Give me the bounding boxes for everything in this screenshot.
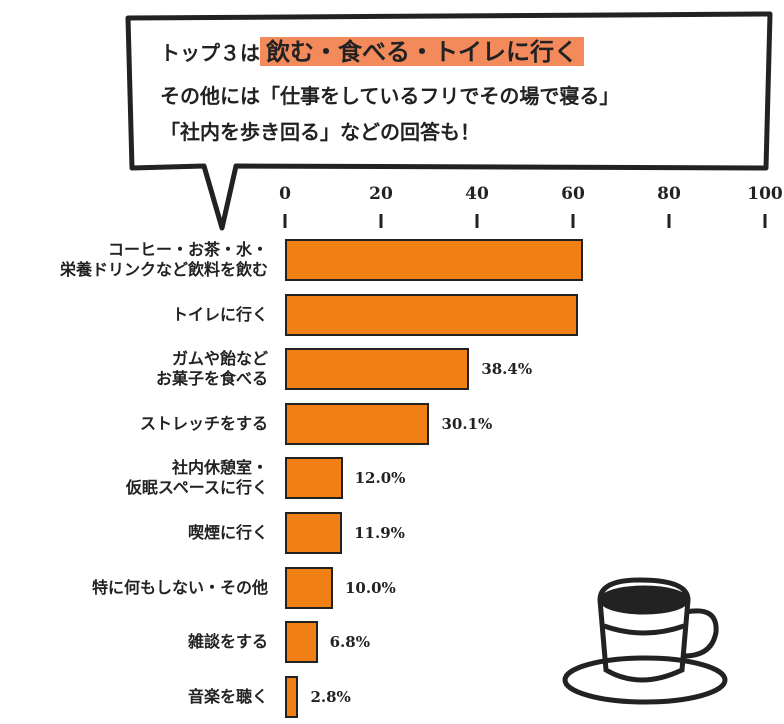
category-label: トイレに行く [171, 304, 268, 324]
bubble-text: 「社内を歩き回る」などの回答も！ [160, 120, 480, 144]
bar [285, 512, 343, 554]
bubble-highlight: 飲む・食べる・トイレに行く [260, 37, 584, 66]
category-label: コーヒー・お茶・水・ 栄養ドリンクなど飲料を飲む [59, 240, 268, 279]
coffee-cup-icon [562, 577, 728, 705]
value-label: 11.9% [354, 524, 405, 542]
category-label: 雑談をする [187, 632, 268, 652]
bar [285, 457, 343, 500]
x-tick-label: 40 [465, 184, 489, 204]
value-label: 2.8% [310, 687, 351, 706]
category-label: 音楽を聴く [187, 686, 268, 706]
category-label: 特に何もしない・その他 [91, 577, 268, 597]
bar [285, 566, 333, 609]
value-label: 30.1% [441, 414, 493, 433]
category-label: 喫煙に行く [187, 523, 268, 542]
value-label: 38.4% [481, 360, 533, 379]
bar [285, 239, 584, 281]
bubble-text: その他には「仕事をしているフリでその場で寝る」 [160, 84, 620, 108]
bar [285, 293, 578, 336]
x-tick-label: 20 [369, 184, 393, 204]
category-label: ストレッチをする [139, 413, 268, 433]
x-tick-label: 60 [561, 184, 585, 204]
speech-bubble [125, 11, 773, 231]
bar [285, 348, 470, 391]
x-tick-label: 100 [747, 184, 783, 204]
bubble-line: トップ３は 飲む・食べる・トイレに行く [160, 36, 584, 69]
bar [285, 621, 318, 664]
value-label: 12.0% [354, 469, 406, 488]
category-label: ガムや飴など お菓子を食べる [155, 349, 268, 389]
value-label: 10.0% [345, 578, 396, 597]
x-tick-label: 0 [279, 184, 291, 204]
bar [285, 675, 299, 718]
category-label: 社内休憩室・ 仮眠スペースに行く [125, 458, 268, 498]
bubble-text: トップ３は [160, 41, 260, 65]
value-label: 6.8% [329, 633, 370, 652]
x-tick-label: 80 [657, 184, 681, 204]
bar [285, 402, 430, 445]
